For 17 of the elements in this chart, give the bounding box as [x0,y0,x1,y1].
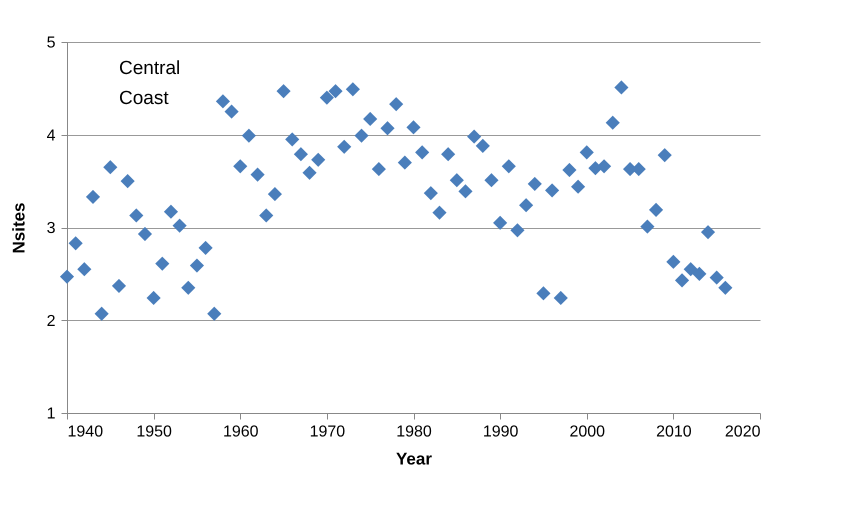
x-tick-label: 2010 [656,424,692,440]
x-tick-label: 1980 [396,424,432,440]
x-tick-label: 2020 [724,424,761,440]
y-tick-label: 4 [46,127,56,144]
x-tick-label: 1970 [310,424,346,440]
y-tick-label: 3 [46,220,56,237]
x-tick-label: 1940 [68,424,104,440]
x-axis-title: Year [396,450,432,468]
x-tick-label: 2000 [569,424,606,440]
y-tick-label: 2 [46,312,56,330]
annotation: Central Coast [119,58,180,109]
y-tick-label: 5 [46,34,56,52]
x-tick-label: 1990 [482,424,519,440]
x-tick-label: 1960 [222,424,259,440]
x-tick-label: 1950 [136,424,172,440]
y-axis-title: Nsites [10,202,29,254]
y-tick-label: 1 [46,406,56,422]
